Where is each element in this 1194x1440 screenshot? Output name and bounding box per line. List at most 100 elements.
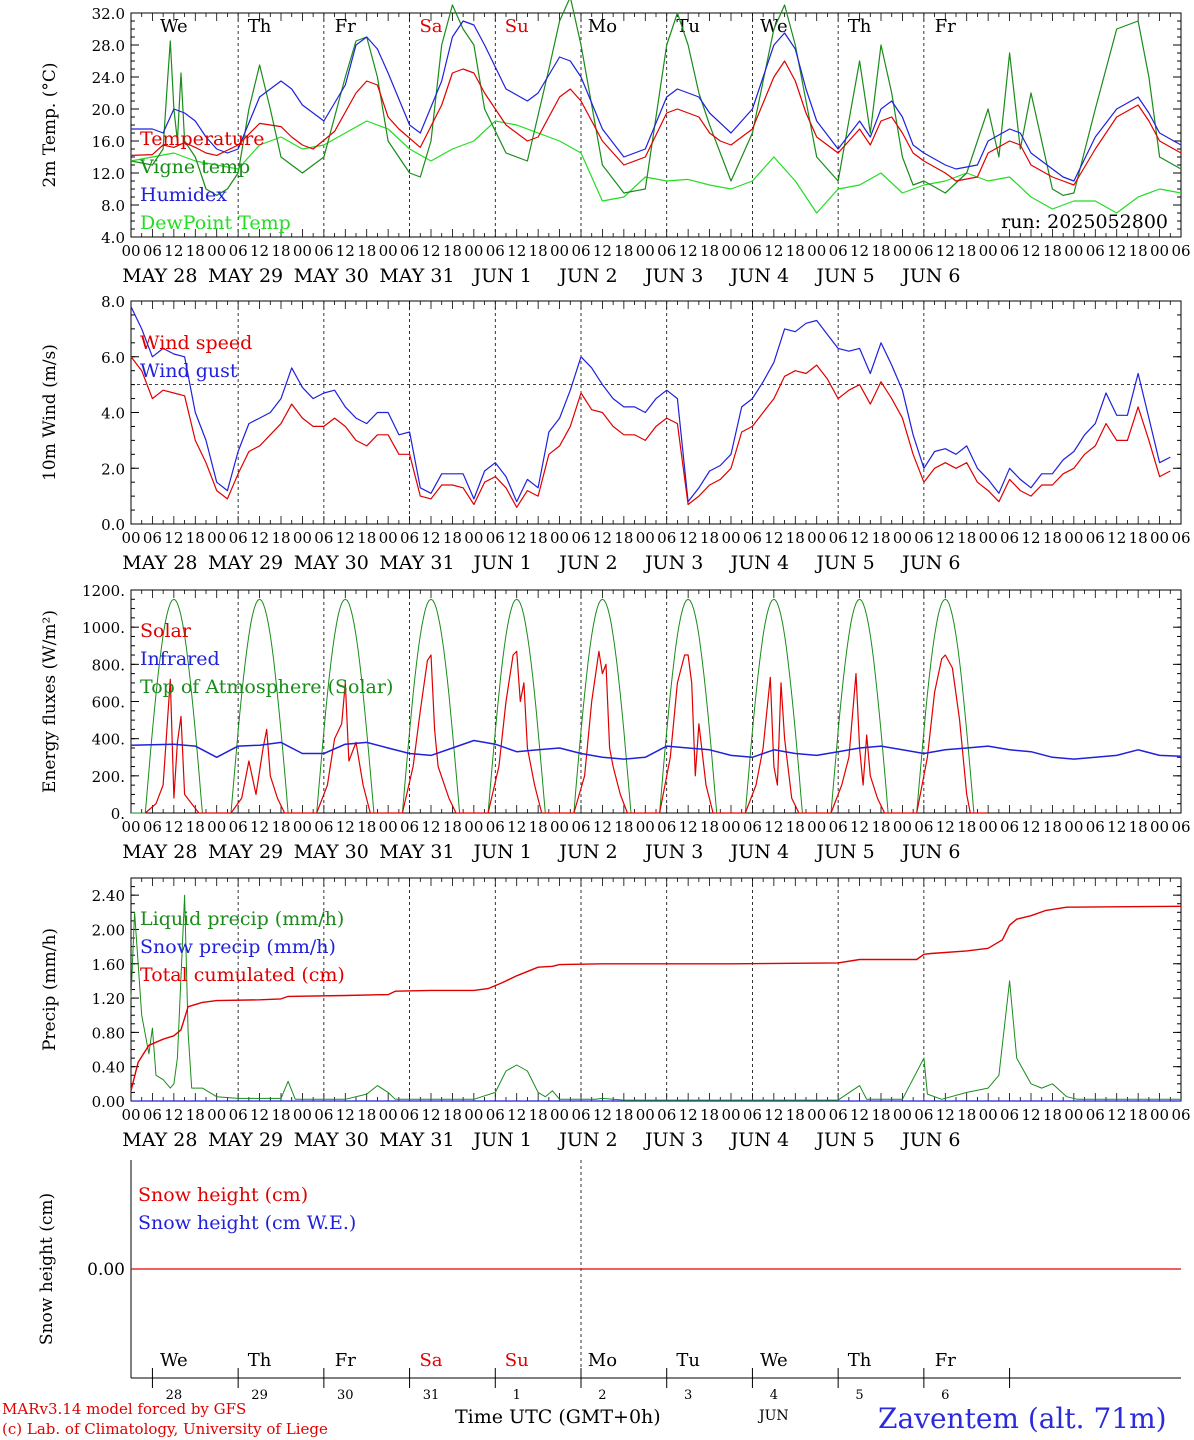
legend-item: Solar — [140, 620, 192, 642]
hour-tick-label: 00 — [464, 242, 483, 260]
y-tick-label: 1.60 — [92, 956, 125, 974]
y-tick-label: 200. — [92, 768, 125, 786]
y-tick-label: 8.0 — [101, 197, 125, 215]
hour-tick-label: 18 — [271, 242, 290, 260]
hour-tick-label: 12 — [593, 529, 612, 547]
hour-tick-label: 00 — [379, 242, 398, 260]
hour-tick-label: 18 — [786, 1106, 805, 1124]
hour-tick-label: 00 — [1064, 818, 1083, 836]
y-tick-label: 600. — [92, 694, 125, 712]
panel-temp: 00 06 12 18 00 06 12 18 00 06 12 18 00 06 12 18 00 06 12 18… — [40, 0, 1191, 287]
date-label: JUN 5 — [814, 552, 874, 574]
hour-tick-label: 06 — [1086, 529, 1105, 547]
hour-tick-label: 00 — [893, 1106, 912, 1124]
panel-snow: 0.00 Snow height (cm) Snow height (cm) Snow… — [37, 1160, 1181, 1424]
hour-tick-label: 06 — [1000, 242, 1019, 260]
date-label: JUN 5 — [814, 265, 874, 287]
date-label: JUN 4 — [729, 1129, 789, 1151]
hour-tick-label: 06 — [829, 242, 848, 260]
hour-tick-label: 06 — [143, 818, 162, 836]
hour-tick-label: 12 — [764, 1106, 783, 1124]
hour-tick-label: 06 — [571, 242, 590, 260]
y-tick-label: 1.20 — [92, 990, 125, 1008]
y-tick-label: 400. — [92, 731, 125, 749]
hour-tick-label: 00 — [721, 529, 740, 547]
hour-tick-label: 12 — [764, 529, 783, 547]
date-label: JUN 6 — [900, 552, 960, 574]
hour-tick-label: 06 — [571, 1106, 590, 1124]
series-temperature — [130, 60, 1182, 186]
hour-tick-label: 06 — [229, 242, 248, 260]
hour-tick-label: 12 — [421, 1106, 440, 1124]
hour-tick-label: 18 — [186, 818, 205, 836]
y-tick-label: 0.80 — [92, 1024, 125, 1042]
hour-tick-label: 12 — [850, 242, 869, 260]
hour-tick-label: 06 — [914, 1106, 933, 1124]
hour-tick-label: 12 — [850, 1106, 869, 1124]
day-number: 2 — [598, 1388, 606, 1403]
day-number: 29 — [251, 1388, 268, 1403]
hour-tick-label: 00 — [207, 242, 226, 260]
hour-tick-label: 06 — [743, 818, 762, 836]
y-axis-label: 10m Wind (m/s) — [40, 344, 60, 481]
date-label: MAY 29 — [208, 841, 283, 863]
hour-tick-label: 18 — [1043, 529, 1062, 547]
legend-item: Wind gust — [140, 360, 238, 382]
weekday-label: Sa — [419, 1350, 442, 1371]
hour-tick-label: 00 — [121, 818, 140, 836]
hour-tick-label: 18 — [529, 242, 548, 260]
plot-frame — [130, 589, 1182, 814]
hour-tick-label: 06 — [657, 1106, 676, 1124]
hour-tick-label: 12 — [336, 242, 355, 260]
hour-tick-label: 12 — [336, 1106, 355, 1124]
y-axis-label: 2m Temp. (°C) — [40, 62, 60, 187]
weekday-label: Fr — [335, 1350, 356, 1371]
hour-tick-label: 00 — [207, 1106, 226, 1124]
y-tick-label: 28.0 — [92, 37, 125, 55]
date-label: MAY 30 — [294, 841, 369, 863]
hour-tick-label: 12 — [250, 529, 269, 547]
hour-tick-label: 00 — [464, 1106, 483, 1124]
weekday-label: Fr — [335, 16, 356, 37]
hour-tick-label: 18 — [786, 529, 805, 547]
date-label: JUN 4 — [729, 265, 789, 287]
hour-tick-label: 00 — [1150, 529, 1169, 547]
hour-tick-label: 00 — [893, 242, 912, 260]
day-number: 5 — [855, 1388, 863, 1403]
hour-tick-label: 00 — [721, 818, 740, 836]
legend-item: Wind speed — [140, 332, 252, 354]
hour-tick-label: 00 — [636, 1106, 655, 1124]
y-tick-label: 2.00 — [92, 921, 125, 939]
hour-tick-label: 06 — [1171, 242, 1190, 260]
month-label: JUN — [757, 1408, 789, 1424]
date-label: JUN 5 — [814, 841, 874, 863]
y-tick-label: 4.0 — [101, 405, 125, 423]
hour-tick-label: 12 — [250, 818, 269, 836]
hour-tick-label: 06 — [314, 242, 333, 260]
y-tick-label: 4.0 — [101, 229, 125, 247]
hour-tick-label: 00 — [379, 529, 398, 547]
y-tick-label: 8.0 — [101, 293, 125, 311]
hour-tick-label: 06 — [229, 818, 248, 836]
weekday-label: We — [760, 1350, 788, 1371]
weekday-label: Tu — [676, 16, 700, 37]
weekday-label: Su — [505, 16, 529, 37]
date-label: MAY 31 — [379, 265, 454, 287]
y-tick-label: 2.40 — [92, 887, 125, 905]
hour-tick-label: 18 — [1043, 1106, 1062, 1124]
y-tick-label: 12.0 — [92, 165, 125, 183]
hour-tick-label: 18 — [786, 818, 805, 836]
hour-tick-label: 06 — [743, 242, 762, 260]
weekday-label: Mo — [588, 1350, 617, 1371]
hour-tick-label: 18 — [871, 1106, 890, 1124]
hour-tick-label: 06 — [1171, 1106, 1190, 1124]
hour-tick-label: 00 — [979, 818, 998, 836]
plot-frame — [130, 300, 1182, 525]
hour-tick-label: 06 — [486, 242, 505, 260]
hour-tick-label: 00 — [893, 818, 912, 836]
date-label: MAY 31 — [379, 841, 454, 863]
y-tick-label: 16.0 — [92, 133, 125, 151]
hour-tick-label: 00 — [550, 1106, 569, 1124]
hour-tick-label: 12 — [1107, 818, 1126, 836]
hour-tick-label: 18 — [529, 818, 548, 836]
